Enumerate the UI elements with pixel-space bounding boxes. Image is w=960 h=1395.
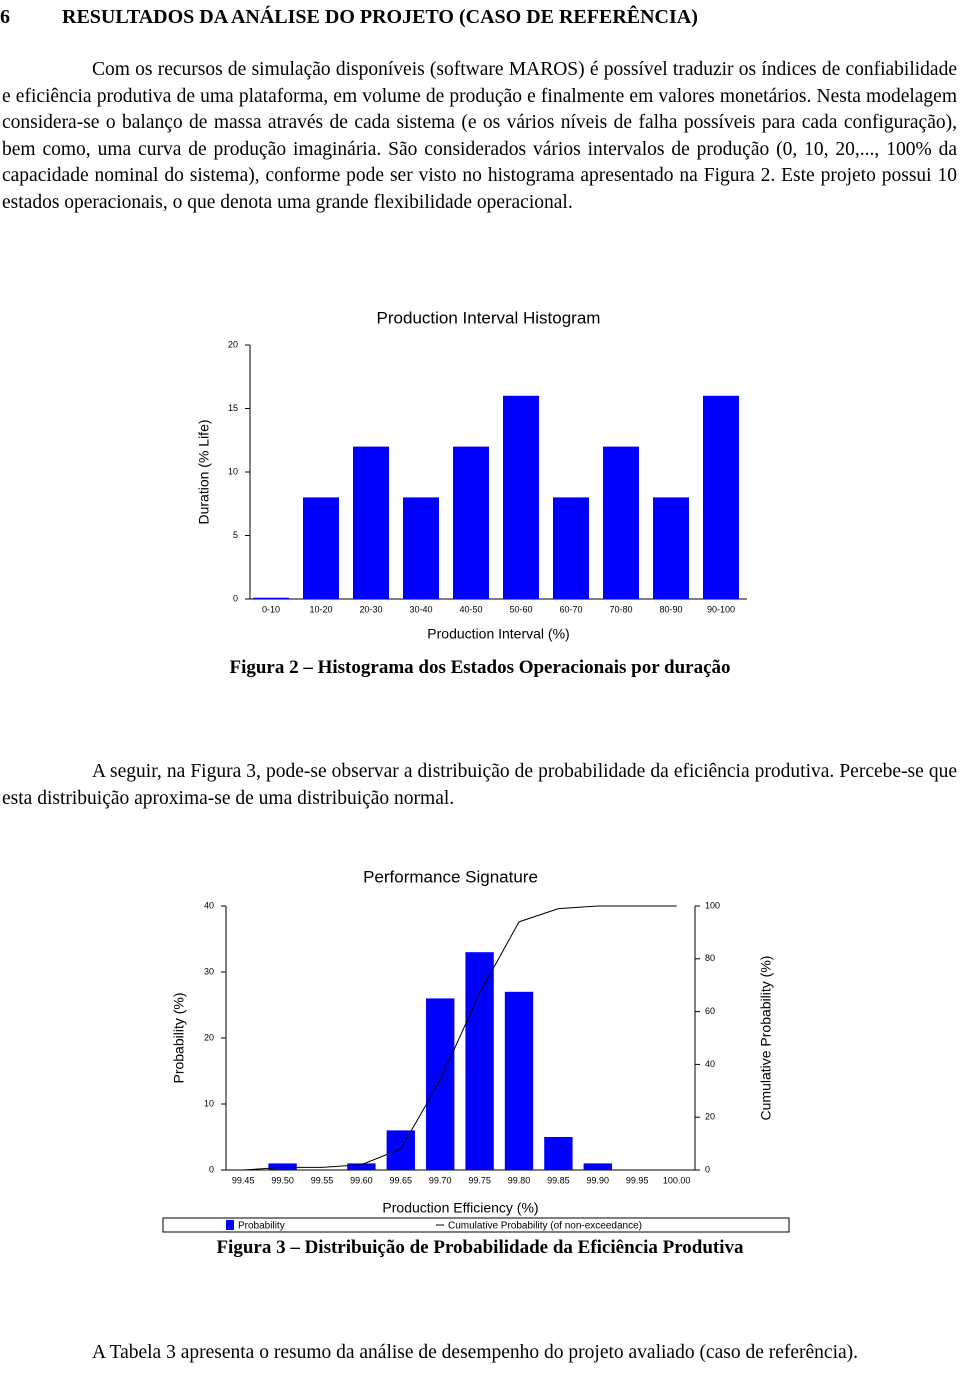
chart-title: Production Interval Histogram — [377, 308, 601, 327]
bar — [603, 446, 639, 599]
y-axis-label: Probability (%) — [171, 992, 187, 1083]
x-tick-label: 99.50 — [271, 1175, 294, 1185]
figure: Performance Signature Probability (%) Prod… — [162, 860, 812, 1236]
y-tick-label: 40 — [204, 900, 214, 910]
y-tick-label: 15 — [228, 403, 238, 413]
x-tick-label: 30-40 — [409, 604, 432, 614]
section-number: 6 — [0, 6, 10, 28]
x-tick-label: 100.00 — [663, 1175, 691, 1185]
bar — [403, 497, 439, 599]
x-tick-label: 99.60 — [350, 1175, 373, 1185]
y-axis-label: Duration (% Life) — [196, 419, 212, 524]
paragraph: Com os recursos de simulação disponíveis… — [2, 59, 957, 213]
bar — [426, 998, 455, 1170]
x-tick-label: 99.95 — [626, 1175, 649, 1185]
y2-tick-label: 0 — [705, 1164, 710, 1174]
x-tick-label: 60-70 — [559, 604, 582, 614]
bar — [503, 395, 539, 599]
x-tick-label: 99.55 — [311, 1175, 334, 1185]
y-tick-label: 20 — [204, 1032, 214, 1042]
bar — [544, 1137, 573, 1170]
y-tick-label: 10 — [204, 1098, 214, 1108]
x-tick-label: 40-50 — [459, 604, 482, 614]
caption: Figura 2 – Histograma dos Estados Operac… — [229, 657, 731, 678]
x-tick-label: 70-80 — [609, 604, 632, 614]
y-tick-label: 20 — [228, 339, 238, 349]
bar — [386, 1130, 415, 1170]
y-tick-label: 5 — [233, 530, 238, 540]
y-tick-label: 10 — [228, 466, 238, 476]
legend-label: Cumulative Probability (of non-exceedanc… — [448, 1221, 642, 1232]
y2-tick-label: 80 — [705, 953, 715, 963]
y-tick-label: 30 — [204, 966, 214, 976]
y2-tick-label: 100 — [705, 900, 720, 910]
bar — [465, 952, 494, 1170]
caption: Figura 3 – Distribuição de Probabilidade… — [216, 1237, 744, 1258]
x-tick-label: 99.45 — [232, 1175, 255, 1185]
bar — [583, 1163, 612, 1170]
bar — [504, 991, 534, 1170]
x-tick-label: 99.65 — [390, 1175, 413, 1185]
y2-tick-label: 20 — [705, 1112, 715, 1122]
x-tick-label: 0-10 — [262, 604, 280, 614]
bar — [303, 497, 339, 599]
y2-tick-label: 60 — [705, 1006, 715, 1016]
bar — [353, 446, 389, 599]
legend-label: Probability — [238, 1221, 285, 1232]
bar — [653, 497, 689, 599]
y-tick-label: 0 — [233, 593, 238, 603]
y2-tick-label: 40 — [705, 1059, 715, 1069]
paragraph: A Tabela 3 apresenta o resumo da análise… — [92, 1342, 859, 1363]
bar — [553, 497, 589, 599]
bar — [253, 597, 289, 599]
section-title: RESULTADOS DA ANÁLISE DO PROJETO (CASO D… — [62, 6, 698, 28]
x-tick-label: 99.70 — [429, 1175, 452, 1185]
paragraph: A seguir, na Figura 3, pode-se observar … — [2, 761, 957, 809]
bar — [453, 446, 489, 599]
bar — [268, 1163, 297, 1170]
x-axis-label: Production Interval (%) — [427, 626, 569, 642]
legend-swatch — [226, 1220, 234, 1230]
x-tick-label: 90-100 — [707, 604, 735, 614]
figure: Production Interval Histogram Duration (%… — [175, 295, 750, 655]
x-tick-label: 50-60 — [509, 604, 532, 614]
y-tick-label: 0 — [209, 1164, 214, 1174]
bar — [347, 1163, 376, 1170]
x-tick-label: 80-90 — [659, 604, 682, 614]
x-tick-label: 20-30 — [359, 604, 382, 614]
bar — [703, 395, 739, 599]
chart-title: Performance Signature — [363, 867, 538, 886]
x-tick-label: 99.90 — [587, 1175, 610, 1185]
x-tick-label: 99.80 — [508, 1175, 531, 1185]
y2-axis-label: Cumulative Probability (%) — [758, 956, 774, 1121]
x-tick-label: 10-20 — [309, 604, 332, 614]
legend-box — [162, 1217, 790, 1233]
x-tick-label: 99.85 — [547, 1175, 570, 1185]
x-axis-label: Production Efficiency (%) — [382, 1200, 538, 1216]
x-tick-label: 99.75 — [468, 1175, 491, 1185]
cumulative-line — [243, 905, 677, 1171]
